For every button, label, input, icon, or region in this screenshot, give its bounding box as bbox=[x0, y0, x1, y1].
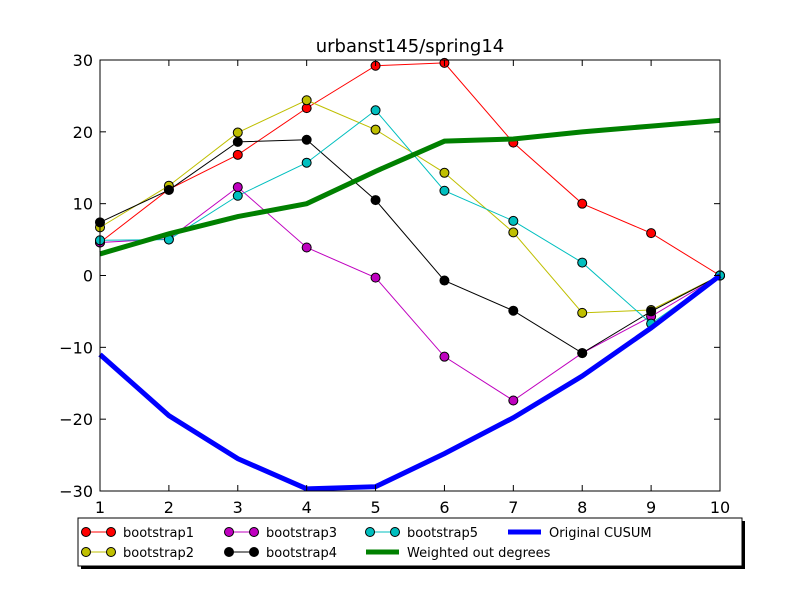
data-point bbox=[439, 351, 450, 362]
legend-label: Original CUSUM bbox=[549, 526, 652, 541]
data-point bbox=[301, 242, 312, 253]
data-point bbox=[370, 105, 381, 116]
legend-label: Weighted out degrees bbox=[407, 546, 551, 561]
series-line-3 bbox=[99, 186, 721, 402]
y-tick-label: −20 bbox=[59, 410, 93, 429]
x-tick-label: 1 bbox=[95, 498, 105, 517]
legend-marker bbox=[224, 527, 234, 537]
legend-marker bbox=[106, 527, 116, 537]
data-point bbox=[232, 182, 243, 193]
data-point bbox=[577, 198, 588, 209]
series-layer bbox=[95, 57, 725, 492]
data-point bbox=[439, 167, 450, 178]
legend-entry-7: Original CUSUM bbox=[508, 526, 652, 541]
legend-marker bbox=[390, 527, 400, 537]
data-point bbox=[577, 307, 588, 318]
legend-label: bootstrap1 bbox=[123, 526, 194, 541]
y-tick-label: −10 bbox=[59, 338, 93, 357]
series-6 bbox=[99, 117, 721, 257]
data-point bbox=[301, 134, 312, 145]
series-7 bbox=[98, 273, 722, 492]
legend-entry-4: bootstrap4 bbox=[224, 546, 337, 561]
data-point bbox=[370, 124, 381, 135]
data-point bbox=[163, 185, 174, 196]
data-point bbox=[508, 305, 519, 316]
y-tick-label: 30 bbox=[73, 51, 93, 70]
data-point bbox=[577, 257, 588, 268]
legend-marker bbox=[249, 547, 259, 557]
y-tick-label: 20 bbox=[73, 123, 93, 142]
x-tick-label: 9 bbox=[646, 498, 656, 517]
x-tick-label: 4 bbox=[302, 498, 312, 517]
legend-marker bbox=[106, 547, 116, 557]
data-point bbox=[301, 157, 312, 168]
x-tick-label: 2 bbox=[164, 498, 174, 517]
x-tick-label: 7 bbox=[508, 498, 518, 517]
legend-label: bootstrap4 bbox=[266, 546, 337, 561]
data-point bbox=[577, 348, 588, 359]
legend-marker bbox=[81, 547, 91, 557]
legend-box bbox=[77, 517, 743, 567]
legend-entry-5: bootstrap5 bbox=[365, 526, 478, 541]
legend: bootstrap1 bootstrap2 bootstrap3 bootstrap4… bbox=[77, 517, 745, 569]
data-point bbox=[646, 306, 657, 317]
legend-entry-1: bootstrap1 bbox=[81, 526, 194, 541]
x-tick-label: 5 bbox=[370, 498, 380, 517]
legend-label: bootstrap2 bbox=[123, 546, 194, 561]
legend-marker bbox=[224, 547, 234, 557]
plot-area bbox=[100, 60, 720, 491]
x-tick-label: 10 bbox=[710, 498, 730, 517]
x-tick-label: 8 bbox=[577, 498, 587, 517]
data-point bbox=[646, 228, 657, 239]
x-tick-label: 6 bbox=[439, 498, 449, 517]
data-point bbox=[301, 95, 312, 106]
data-point bbox=[232, 127, 243, 138]
legend-marker bbox=[249, 527, 259, 537]
data-point bbox=[370, 272, 381, 283]
data-point bbox=[508, 395, 519, 406]
y-tick-label: 0 bbox=[83, 267, 93, 286]
data-point bbox=[232, 190, 243, 201]
x-tick-label: 3 bbox=[233, 498, 243, 517]
data-point bbox=[232, 149, 243, 160]
tick-layer: 1 2 3 4 5 6 7 8 9 10 30 20 10 0 −10 −20 −30 bbox=[59, 51, 730, 517]
series-line-1 bbox=[99, 62, 721, 276]
chart-title: urbanst145/spring14 bbox=[316, 36, 504, 57]
data-point bbox=[439, 185, 450, 196]
legend-entry-3: bootstrap3 bbox=[224, 526, 337, 541]
y-tick-label: −30 bbox=[59, 482, 93, 501]
y-tick-label: 10 bbox=[73, 195, 93, 214]
data-point bbox=[508, 227, 519, 238]
legend-label: bootstrap3 bbox=[266, 526, 337, 541]
legend-entry-2: bootstrap2 bbox=[81, 546, 194, 561]
series-line-4 bbox=[99, 139, 721, 354]
series-line-6 bbox=[99, 117, 721, 257]
data-point bbox=[370, 195, 381, 206]
series-5 bbox=[95, 105, 725, 329]
data-point bbox=[439, 275, 450, 286]
legend-marker bbox=[81, 527, 91, 537]
data-point bbox=[232, 136, 243, 147]
data-point bbox=[508, 215, 519, 226]
series-line-5 bbox=[99, 109, 721, 325]
legend-entry-6: Weighted out degrees bbox=[366, 546, 551, 561]
legend-marker bbox=[365, 527, 375, 537]
series-line-7 bbox=[98, 273, 722, 492]
legend-label: bootstrap5 bbox=[407, 526, 478, 541]
